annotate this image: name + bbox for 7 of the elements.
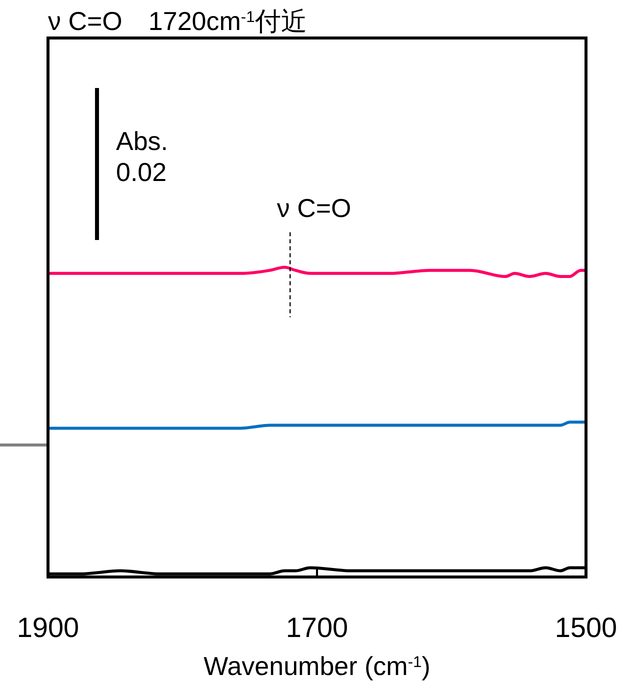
chart-title: ν C=O 1720cm$^{-1}$付近 — [48, 6, 307, 36]
x-axis-title: Wavenumber (cm$^{-1}$) — [204, 651, 430, 681]
text: Abs. 0.02 — [116, 126, 168, 187]
x-tick-label: 1900 — [16, 612, 80, 643]
annotation: ν C=O — [276, 193, 352, 224]
x-tick-label: 1500 — [554, 612, 618, 643]
x-tick-label: 1700 — [286, 612, 348, 643]
